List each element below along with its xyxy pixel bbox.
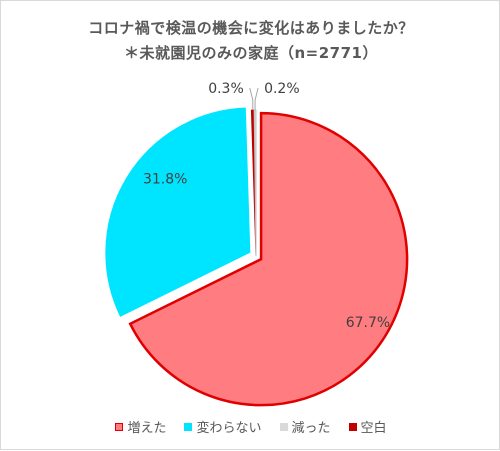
legend-label-unchanged: 変わらない [196, 421, 262, 436]
legend-item-blank: 空白 [348, 417, 387, 436]
data-label-unchanged: 31.8% [143, 171, 187, 187]
legend-label-decreased: 減った [291, 421, 331, 436]
legend-swatch-blank [348, 422, 357, 431]
legend-item-decreased: 減った [279, 417, 331, 436]
data-label-blank: 0.3% [208, 81, 244, 97]
legend-swatch-unchanged [184, 422, 193, 431]
legend-swatch-decreased [279, 422, 288, 431]
data-label-increased: 67.7% [346, 315, 390, 331]
legend-label-increased: 増えた [127, 421, 167, 436]
leader-line-decreased [254, 87, 259, 111]
chart-subtitle: ＊未就園児のみの家庭（n=2771） [124, 44, 378, 62]
leader-line-blank [249, 87, 254, 111]
pie-slice-unchanged [104, 106, 252, 319]
data-label-decreased: 0.2% [264, 81, 300, 97]
legend-item-unchanged: 変わらない [184, 417, 262, 436]
legend: 増えた 変わらない 減った 空白 [1, 417, 500, 436]
legend-swatch-increased [115, 422, 124, 431]
legend-label-blank: 空白 [360, 421, 387, 436]
pie-slice-increased [128, 111, 409, 407]
pie-slice-decreased [253, 109, 257, 257]
chart-title: コロナ禍で検温の機会に変化はありましたか？ [88, 19, 414, 37]
legend-item-increased: 増えた [115, 417, 166, 436]
